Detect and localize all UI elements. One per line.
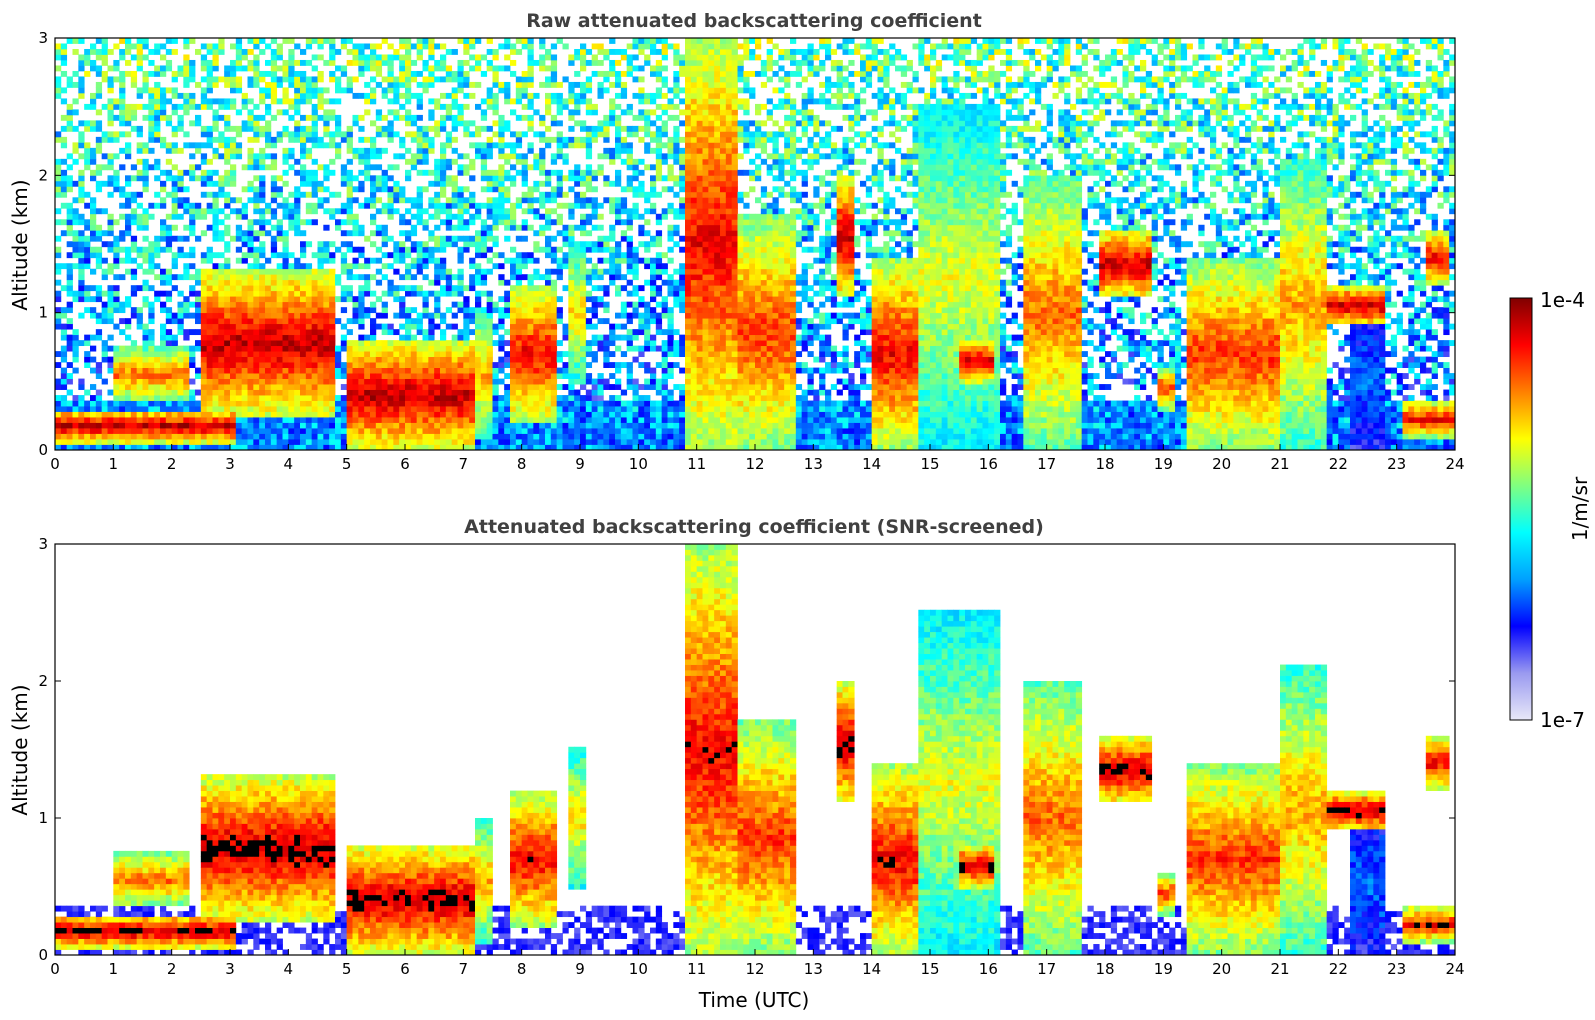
- top-x-tick-label: 13: [804, 455, 823, 473]
- top-panel-title: Raw attenuated backscattering coefficien…: [526, 10, 982, 32]
- bottom-x-tick-label: 3: [225, 960, 235, 978]
- top-x-tick-label: 11: [687, 455, 706, 473]
- bottom-y-tick-label: 3: [38, 535, 48, 553]
- top-x-tick-label: 23: [1387, 455, 1406, 473]
- top-x-tick-label: 17: [1037, 455, 1056, 473]
- bottom-heatmap-image: [55, 544, 1456, 956]
- colorbar-gradient: [1509, 297, 1533, 721]
- top-heatmap-image: [55, 38, 1456, 451]
- colorbar-label: 1/m/sr: [1568, 476, 1592, 541]
- top-x-tick-label: 6: [400, 455, 410, 473]
- top-x-tick-label: 22: [1329, 455, 1348, 473]
- top-x-tick-label: 21: [1270, 455, 1289, 473]
- bottom-y-tick-label: 0: [38, 946, 48, 964]
- bottom-x-tick-label: 12: [745, 960, 764, 978]
- top-y-ticks: 0 1 2 3: [38, 29, 1455, 459]
- bottom-x-tick-label: 0: [50, 960, 60, 978]
- top-y-tick-label: 1: [38, 304, 48, 322]
- top-x-tick-label: 9: [575, 455, 585, 473]
- bottom-panel-title: Attenuated backscattering coefficient (S…: [464, 516, 1044, 538]
- bottom-x-tick-label: 9: [575, 960, 585, 978]
- top-y-tick-label: 0: [38, 441, 48, 459]
- bottom-x-tick-label: 2: [167, 960, 177, 978]
- bottom-x-tick-label: 21: [1270, 960, 1289, 978]
- bottom-x-tick-label: 1: [109, 960, 119, 978]
- bottom-panel: Attenuated backscattering coefficient (S…: [8, 516, 1465, 1012]
- bottom-x-tick-label: 16: [979, 960, 998, 978]
- top-x-tick-label: 24: [1445, 455, 1464, 473]
- top-x-tick-label: 12: [745, 455, 764, 473]
- bottom-x-tick-label: 22: [1329, 960, 1348, 978]
- top-x-tick-label: 0: [50, 455, 60, 473]
- bottom-y-axis-label: Altitude (km): [8, 684, 32, 815]
- top-x-tick-label: 5: [342, 455, 352, 473]
- bottom-y-tick-label: 1: [38, 809, 48, 827]
- colorbar-min-label: 1e-7: [1540, 708, 1585, 732]
- top-y-tick-label: 2: [38, 166, 48, 184]
- bottom-x-tick-label: 23: [1387, 960, 1406, 978]
- top-x-tick-label: 10: [629, 455, 648, 473]
- top-x-tick-label: 16: [979, 455, 998, 473]
- top-x-tick-label: 15: [920, 455, 939, 473]
- bottom-x-tick-label: 7: [459, 960, 469, 978]
- top-x-tick-label: 7: [459, 455, 469, 473]
- bottom-x-tick-label: 13: [804, 960, 823, 978]
- bottom-x-tick-label: 24: [1445, 960, 1464, 978]
- colorbar: 1e-4 1e-7 1/m/sr: [1509, 288, 1592, 732]
- bottom-x-tick-label: 11: [687, 960, 706, 978]
- top-x-tick-label: 1: [109, 455, 119, 473]
- top-x-tick-label: 2: [167, 455, 177, 473]
- top-x-tick-label: 14: [862, 455, 881, 473]
- top-x-tick-label: 8: [517, 455, 527, 473]
- bottom-x-tick-label: 20: [1212, 960, 1231, 978]
- bottom-x-tick-label: 18: [1095, 960, 1114, 978]
- top-x-tick-label: 20: [1212, 455, 1231, 473]
- bottom-x-tick-label: 10: [629, 960, 648, 978]
- bottom-y-ticks: 0 1 2 3: [38, 535, 1455, 964]
- bottom-x-tick-label: 8: [517, 960, 527, 978]
- bottom-x-tick-label: 4: [284, 960, 294, 978]
- bottom-x-tick-label: 17: [1037, 960, 1056, 978]
- top-x-tick-label: 4: [284, 455, 294, 473]
- bottom-x-tick-label: 19: [1154, 960, 1173, 978]
- top-y-tick-label: 3: [38, 29, 48, 47]
- bottom-x-tick-label: 5: [342, 960, 352, 978]
- top-panel: Raw attenuated backscattering coefficien…: [8, 10, 1465, 473]
- colorbar-max-label: 1e-4: [1540, 288, 1585, 312]
- top-x-tick-label: 18: [1095, 455, 1114, 473]
- top-x-ticks: 0 1 2 3 4 5 6 7 8 9 10 11 12 13 14 15 16 17 18 19 20 21 22 23 24: [50, 444, 1465, 473]
- bottom-y-tick-label: 2: [38, 672, 48, 690]
- top-y-axis-label: Altitude (km): [8, 179, 32, 310]
- x-axis-label: Time (UTC): [698, 988, 810, 1012]
- top-x-tick-label: 19: [1154, 455, 1173, 473]
- bottom-x-tick-label: 6: [400, 960, 410, 978]
- top-x-tick-label: 3: [225, 455, 235, 473]
- bottom-x-ticks: 0 1 2 3 4 5 6 7 8 9 10 11 12 13 14 15 16 17 18 19 20 21 22 23 24: [50, 949, 1465, 978]
- bottom-x-tick-label: 14: [862, 960, 881, 978]
- bottom-x-tick-label: 15: [920, 960, 939, 978]
